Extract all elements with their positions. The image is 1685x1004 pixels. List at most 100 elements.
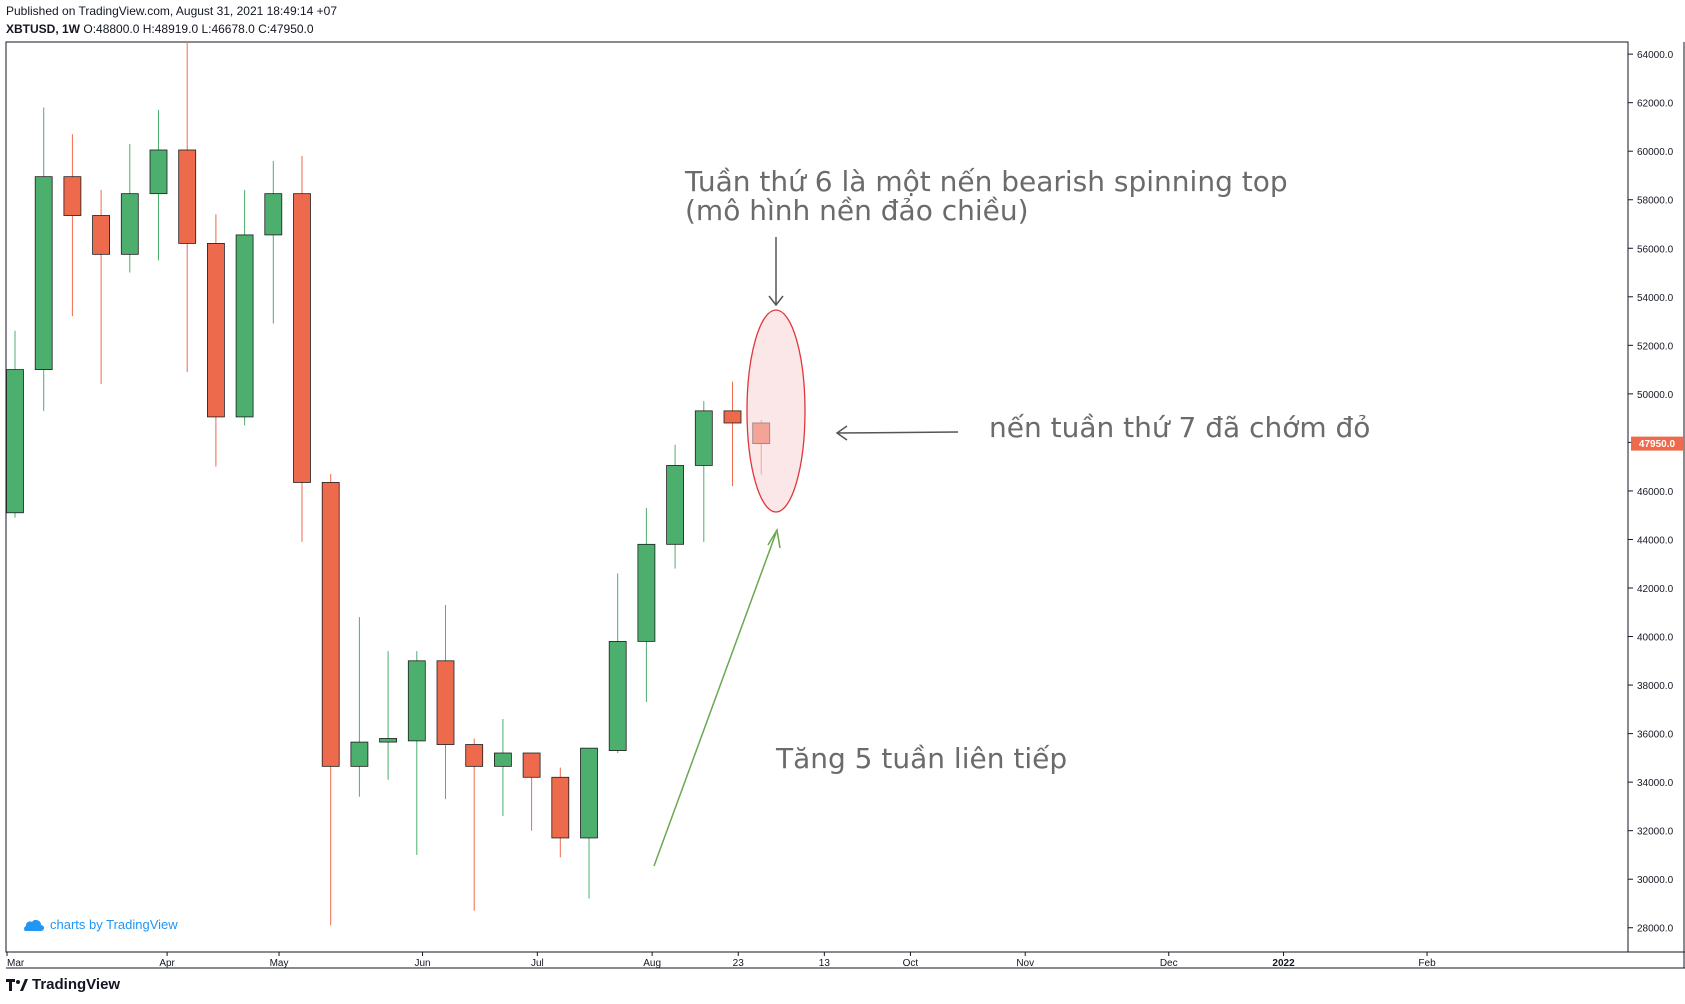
candle-body	[436, 660, 455, 745]
candle-body	[379, 738, 398, 743]
candle-26	[723, 381, 742, 487]
x-tick-label: Mar	[7, 958, 25, 969]
y-tick-label: 54000.0	[1637, 293, 1674, 304]
candle-1	[6, 330, 24, 518]
candle-22	[608, 573, 627, 754]
candle-11	[293, 156, 311, 542]
candles-group	[6, 42, 771, 926]
green-arrow-head	[767, 527, 781, 549]
candle-2	[34, 107, 53, 411]
y-tick-label: 32000.0	[1637, 827, 1674, 838]
x-tick-label: Dec	[1160, 958, 1178, 969]
last-price-marker: 47950.0	[1631, 436, 1683, 451]
y-tick-label: 60000.0	[1637, 147, 1674, 158]
candle-body	[666, 465, 684, 545]
candle-body	[723, 410, 742, 424]
candle-15	[407, 651, 426, 855]
candle-3	[63, 134, 82, 317]
down-arrow-head	[768, 295, 784, 307]
annotation-spinning-top-line2: (mô hình nền đảo chiều)	[685, 194, 1029, 227]
candle-body	[178, 149, 197, 244]
x-tick-label: 2022	[1272, 958, 1295, 969]
candle-body	[63, 176, 82, 216]
x-tick-label: 13	[819, 958, 831, 969]
x-tick-label: 23	[733, 958, 745, 969]
candle-12	[321, 473, 340, 926]
candle-body	[92, 215, 110, 255]
symbol-header: XBTUSD, 1W O:48800.0 H:48919.0 L:46678.0…	[6, 22, 314, 36]
candle-21	[580, 747, 598, 899]
price-axis: 28000.0 30000.0 32000.0 34000.0 36000.0 38000…	[1628, 50, 1674, 935]
ohlc-values: O:48800.0 H:48919.0 L:46678.0 C:47950.0	[83, 22, 314, 36]
x-tick-label: Apr	[159, 958, 175, 969]
candle-24	[666, 444, 684, 569]
candle-body	[407, 660, 426, 742]
candle-8	[206, 214, 225, 467]
y-tick-label: 36000.0	[1637, 730, 1674, 741]
y-tick-label: 30000.0	[1637, 875, 1674, 886]
y-tick-label: 50000.0	[1637, 390, 1674, 401]
candle-20	[551, 767, 570, 858]
left-arrow-line	[837, 431, 959, 434]
x-tick-label: Aug	[643, 958, 661, 969]
x-tick-label: Jun	[414, 958, 430, 969]
watermark-text: charts by TradingView	[50, 917, 178, 932]
y-tick-label: 40000.0	[1637, 633, 1674, 644]
y-tick-label: 42000.0	[1637, 584, 1674, 595]
candle-10	[264, 160, 283, 324]
y-tick-label: 62000.0	[1637, 99, 1674, 110]
x-tick-label: May	[270, 958, 289, 969]
y-tick-label: 52000.0	[1637, 341, 1674, 352]
candle-body	[235, 234, 254, 418]
y-tick-label: 58000.0	[1637, 196, 1674, 207]
candle-25	[694, 401, 713, 542]
tradingview-cloud-icon	[24, 919, 44, 931]
spinning-top-ellipse	[746, 309, 806, 513]
candle-23	[637, 507, 656, 703]
y-tick-label: 46000.0	[1637, 487, 1674, 498]
annotation-spinning-top-line1: Tuần thứ 6 là một nến bearish spinning t…	[684, 165, 1288, 198]
candle-body	[34, 176, 53, 370]
y-tick-label: 28000.0	[1637, 924, 1674, 935]
annotation-five-weeks: Tăng 5 tuần liên tiếp	[775, 742, 1067, 775]
charts-by-tradingview-link[interactable]: charts by TradingView	[22, 917, 178, 932]
candle-14	[379, 651, 398, 780]
candle-body	[637, 543, 656, 642]
candle-7	[178, 42, 197, 373]
y-tick-label: 44000.0	[1637, 535, 1674, 546]
y-tick-label: 56000.0	[1637, 244, 1674, 255]
candle-body	[493, 752, 512, 767]
candle-17	[465, 738, 484, 911]
published-header: Published on TradingView.com, August 31,…	[6, 4, 338, 18]
footer-brand-text: TradingView	[32, 976, 121, 993]
candle-13	[350, 617, 369, 797]
symbol-label: XBTUSD, 1W	[6, 22, 81, 36]
candle-4	[92, 190, 110, 385]
last-price-bg	[1631, 436, 1683, 451]
green-arrow-line	[653, 532, 777, 867]
last-price-label: 47950.0	[1639, 439, 1676, 450]
candle-19	[522, 752, 541, 831]
tradingview-logo-icon	[6, 978, 28, 991]
x-tick-label: Nov	[1016, 958, 1034, 969]
x-tick-label: Jul	[531, 958, 544, 969]
candle-body	[321, 482, 340, 767]
candle-body	[551, 776, 570, 839]
candle-body	[694, 410, 713, 466]
candle-body	[465, 744, 484, 767]
x-tick-label: Oct	[903, 958, 919, 969]
candle-body	[264, 193, 283, 236]
candle-body	[350, 741, 369, 767]
candle-6	[149, 109, 168, 261]
candle-body	[149, 149, 168, 195]
candle-body	[206, 243, 225, 418]
candle-9	[235, 190, 254, 426]
y-tick-label: 64000.0	[1637, 50, 1674, 61]
time-axis: Mar Apr May Jun Jul Aug 23 13 Oct Nov Dec 2022 Feb	[6, 952, 1436, 969]
candle-body	[580, 747, 598, 839]
candle-5	[120, 143, 139, 273]
x-tick-label: Feb	[1418, 958, 1436, 969]
tradingview-footer-logo[interactable]: TradingView	[6, 976, 120, 993]
candle-18	[493, 719, 512, 817]
